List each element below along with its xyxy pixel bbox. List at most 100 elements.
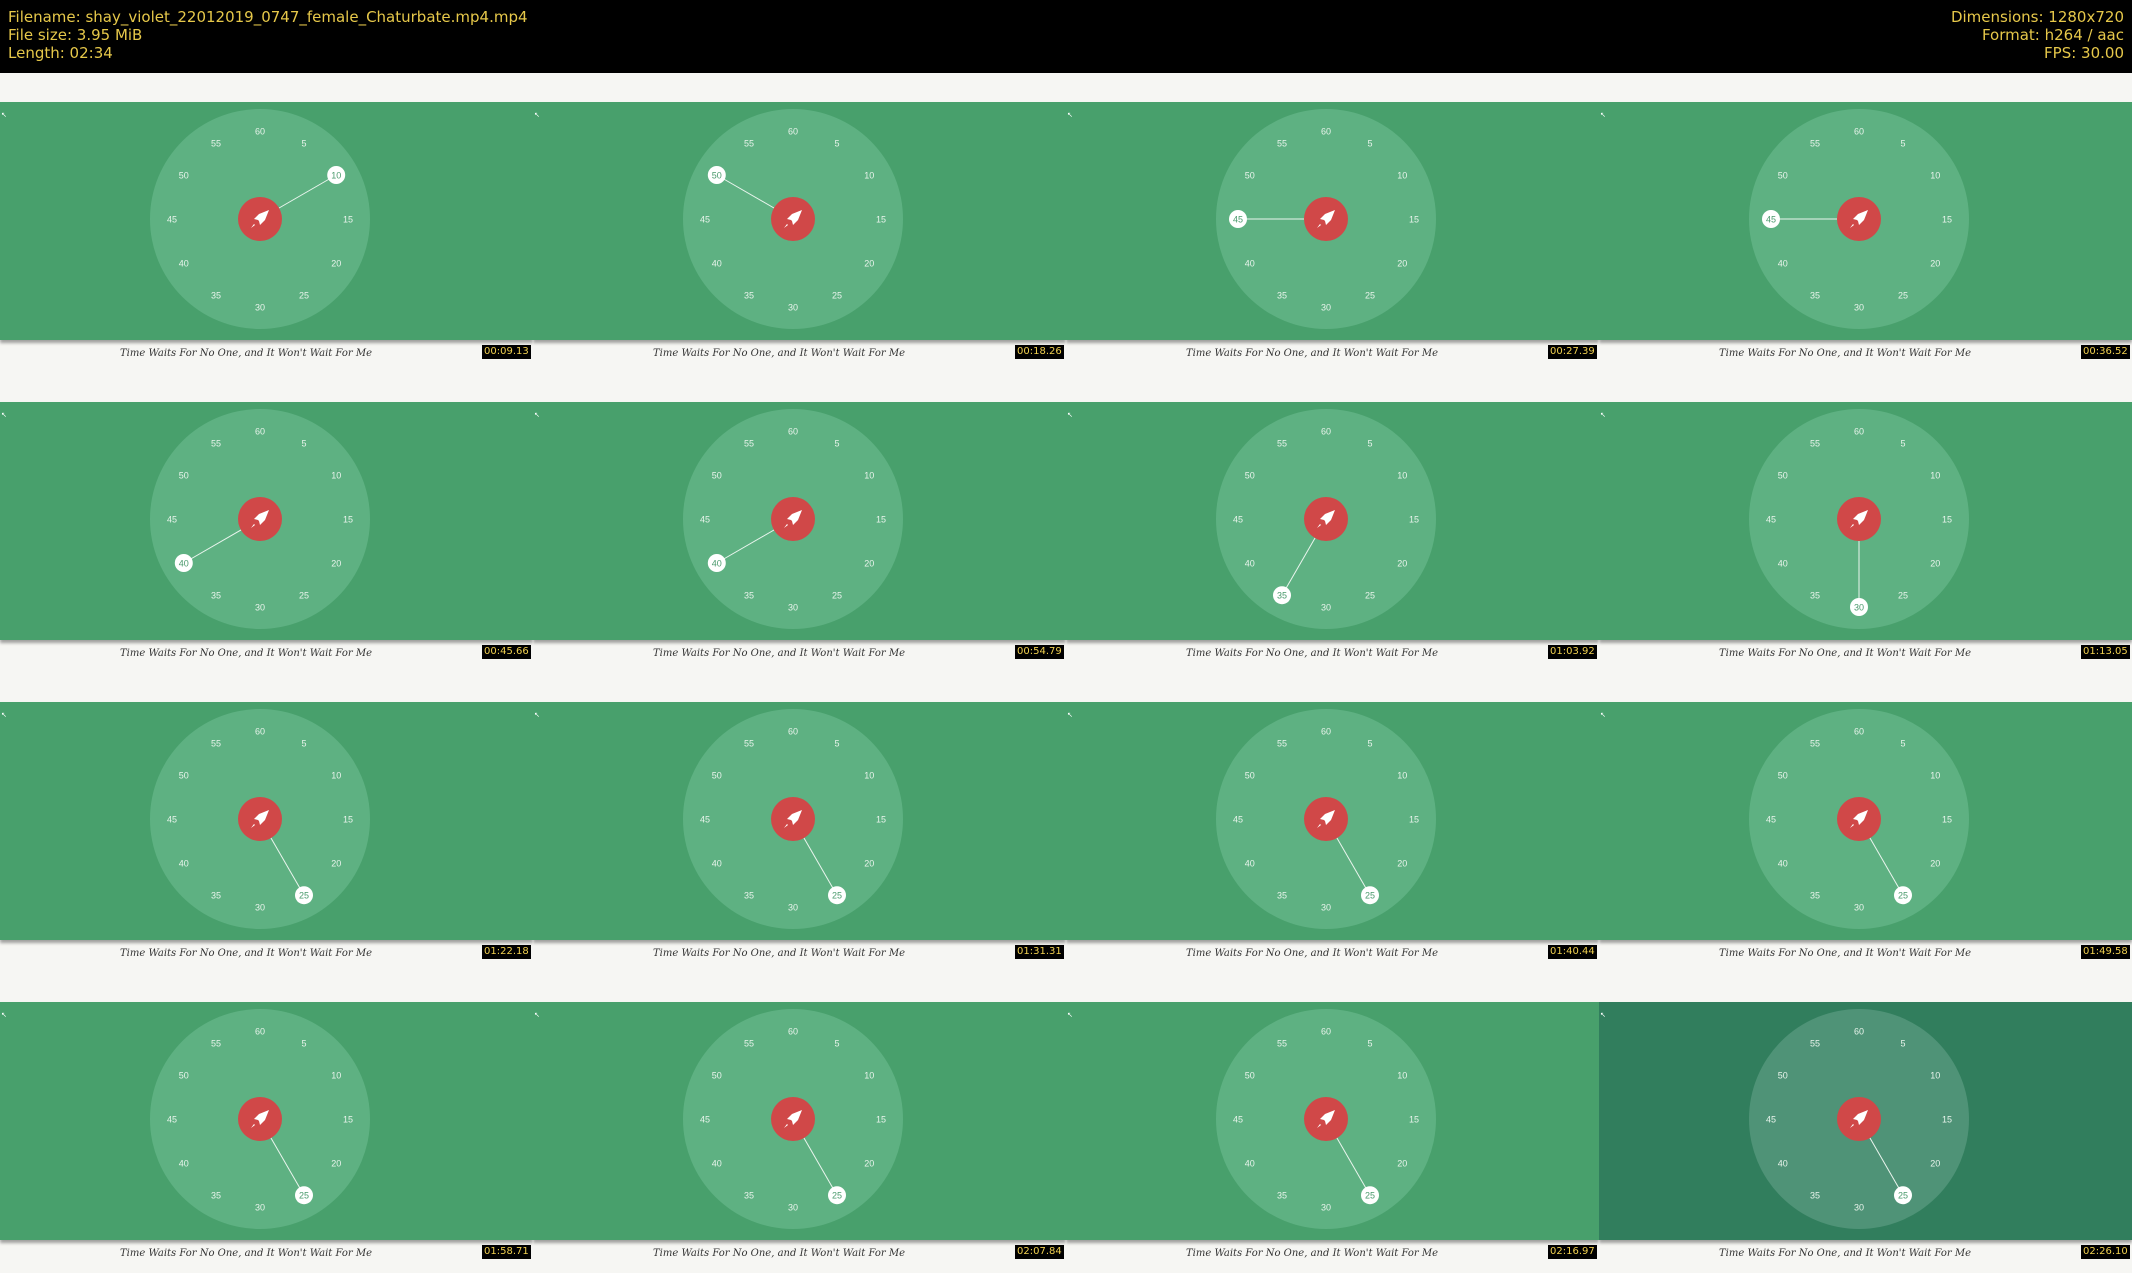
dial-number: 35 <box>1810 591 1820 601</box>
dial-number: 50 <box>179 171 189 181</box>
dial-number: 40 <box>1778 1159 1788 1169</box>
dial-number: 30 <box>788 603 798 613</box>
rocket-icon <box>1850 810 1868 828</box>
selected-marker <box>1850 598 1868 616</box>
dial-number: 40 <box>179 859 189 869</box>
dial-number: 60 <box>255 127 265 137</box>
rocket-icon <box>1850 1110 1868 1128</box>
dial-number: 45 <box>700 1115 710 1125</box>
cursor-icon: ↖ <box>534 112 540 119</box>
dial-number: 35 <box>1810 291 1820 301</box>
dial-number: 50 <box>1245 1071 1255 1081</box>
selected-marker <box>1894 886 1912 905</box>
clock-dial: 6051015202530354045505545 <box>1749 109 1969 329</box>
cursor-icon: ↖ <box>1067 712 1073 719</box>
clock-dial: 6051015202530354045505525 <box>150 1009 370 1229</box>
dial-number: 60 <box>788 727 798 737</box>
clock-dial: 6051015202530354045505525 <box>1216 709 1436 929</box>
frame-caption: Time Waits For No One, and It Won't Wait… <box>1186 948 1439 959</box>
dial-number: 20 <box>864 559 874 569</box>
frame-timestamp: 02:07.84 <box>1015 1245 1064 1259</box>
dial-number: 45 <box>700 215 710 225</box>
dial-number: 20 <box>864 859 874 869</box>
video-thumbnail[interactable]: 6051015202530354045505545↖Time Waits For… <box>1066 73 1599 373</box>
rocket-button <box>1304 197 1348 241</box>
frame-caption: Time Waits For No One, and It Won't Wait… <box>653 948 906 959</box>
video-thumbnail[interactable]: 6051015202530354045505540↖Time Waits For… <box>0 373 533 673</box>
frame-timestamp: 00:18.26 <box>1015 345 1064 359</box>
dial-number: 55 <box>1277 738 1287 748</box>
video-thumbnail[interactable]: 6051015202530354045505525↖Time Waits For… <box>0 673 533 973</box>
selected-marker-label: 25 <box>1365 891 1375 901</box>
thumbnail-grid: 60 5 10 15 20 25 30 35 40 45 50 55 10 ↖ Time Waits For… <box>0 73 2132 1273</box>
frame-caption: Time Waits For No One, and It Won't Wait… <box>120 348 373 359</box>
video-thumbnail[interactable]: 6051015202530354045505525↖Time Waits For… <box>1066 673 1599 973</box>
video-thumbnail[interactable]: 6051015202530354045505540↖Time Waits For… <box>533 373 1066 673</box>
frame-caption: Time Waits For No One, and It Won't Wait… <box>120 948 373 959</box>
selected-marker <box>1894 1186 1912 1205</box>
rocket-icon <box>784 210 802 228</box>
dial-number: 45 <box>1766 815 1776 825</box>
video-thumbnail[interactable]: 6051015202530354045505525↖Time Waits For… <box>1599 973 2132 1273</box>
dial-number: 50 <box>712 1071 722 1081</box>
dial-number: 30 <box>255 303 265 313</box>
dial-number: 5 <box>1900 738 1905 748</box>
video-thumbnail[interactable]: 6051015202530354045505510↖Time Waits For… <box>0 73 533 373</box>
dial-number: 5 <box>1367 438 1372 448</box>
dial-number: 50 <box>712 471 722 481</box>
frame-timestamp: 00:27.39 <box>1548 345 1597 359</box>
rocket-icon <box>1850 510 1868 528</box>
dial-number: 60 <box>788 1027 798 1037</box>
video-thumbnail[interactable]: 6051015202530354045505525↖Time Waits For… <box>533 973 1066 1273</box>
cursor-icon: ↖ <box>534 712 540 719</box>
frame-timestamp: 02:26.10 <box>2081 1245 2130 1259</box>
clock-dial: 6051015202530354045505545 <box>1216 109 1436 329</box>
fps-label: FPS: 30.00 <box>2044 44 2124 62</box>
video-thumbnail[interactable]: 6051015202530354045505550↖Time Waits For… <box>533 73 1066 373</box>
dial-number: 60 <box>1321 727 1331 737</box>
dial-number: 35 <box>1810 891 1820 901</box>
dial-number: 20 <box>1930 559 1940 569</box>
dial-number: 10 <box>331 471 341 481</box>
frame-timestamp: 01:58.71 <box>482 1245 531 1259</box>
dial-number: 20 <box>331 859 341 869</box>
dial-number: 30 <box>1321 603 1331 613</box>
dial-number: 10 <box>1397 1071 1407 1081</box>
selected-marker <box>707 554 726 572</box>
video-thumbnail[interactable]: 6051015202530354045505530↖Time Waits For… <box>1599 373 2132 673</box>
selected-marker-label: 50 <box>712 171 722 181</box>
video-thumbnail[interactable]: 6051015202530354045505525 ↖ Time Waits For… <box>533 673 1066 973</box>
dial-number: 55 <box>1810 138 1820 148</box>
dial-number: 30 <box>788 303 798 313</box>
dial-number: 20 <box>1930 259 1940 269</box>
frame-caption: Time Waits For No One, and It Won't Wait… <box>653 1248 906 1259</box>
dial-number: 10 <box>1930 771 1940 781</box>
dial-number: 25 <box>832 291 842 301</box>
dial-number: 15 <box>876 515 886 525</box>
dial-number: 30 <box>1321 1203 1331 1213</box>
video-thumbnail[interactable]: 6051015202530354045505535↖Time Waits For… <box>1066 373 1599 673</box>
clock-dial: 6051015202530354045505550 <box>683 109 903 329</box>
cursor-icon: ↖ <box>1067 112 1073 119</box>
clock-dial: 6051015202530354045505525 <box>1216 1009 1436 1229</box>
video-thumbnail[interactable]: 6051015202530354045505525↖Time Waits For… <box>1066 973 1599 1273</box>
rocket-icon <box>1317 1110 1335 1128</box>
dial-number: 10 <box>864 1071 874 1081</box>
rocket-button <box>1304 497 1348 541</box>
frame-timestamp: 00:09.13 <box>482 345 531 359</box>
dial-number: 60 <box>788 427 798 437</box>
video-thumbnail[interactable]: 6051015202530354045505525↖Time Waits For… <box>1599 673 2132 973</box>
dial-number: 55 <box>744 138 754 148</box>
video-thumbnail[interactable]: 6051015202530354045505525↖Time Waits For… <box>0 973 533 1273</box>
dial-number: 15 <box>1409 515 1419 525</box>
video-thumbnail[interactable]: 6051015202530354045505545↖Time Waits For… <box>1599 73 2132 373</box>
clock-dial: 6051015202530354045505525 <box>683 709 903 929</box>
dial-number: 35 <box>1277 1191 1287 1201</box>
cursor-icon: ↖ <box>534 412 540 419</box>
dimensions-label: Dimensions: 1280x720 <box>1950 8 2124 26</box>
dial-number: 45 <box>167 815 177 825</box>
dial-number: 60 <box>255 427 265 437</box>
dial-number: 60 <box>1854 127 1864 137</box>
selected-marker-label: 25 <box>1365 1191 1375 1201</box>
frame-timestamp: 01:22.18 <box>482 945 531 959</box>
